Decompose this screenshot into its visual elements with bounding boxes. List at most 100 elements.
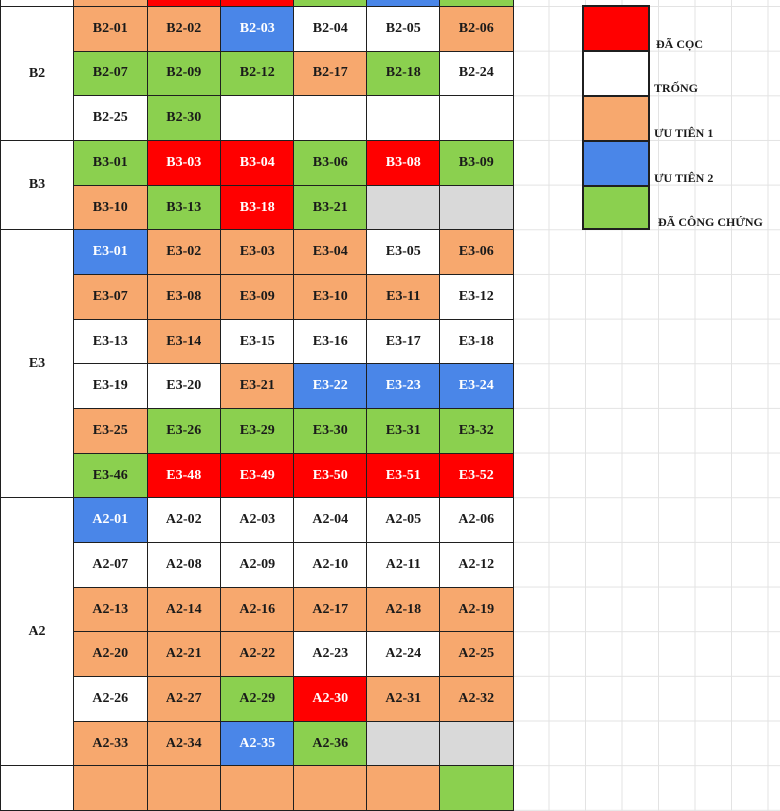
unit-cell-a2-36[interactable]: A2-36 (293, 720, 368, 767)
unit-cell-e3-49[interactable]: E3-49 (220, 452, 295, 499)
unit-cell-b3-10[interactable]: B3-10 (73, 184, 148, 231)
unit-cell-a2-27[interactable]: A2-27 (146, 676, 221, 722)
unit-cell[interactable] (366, 765, 441, 811)
unit-cell-a2-06[interactable]: A2-06 (439, 497, 514, 544)
unit-cell-e3-51[interactable]: E3-51 (366, 452, 441, 499)
unit-cell-b2-12[interactable]: B2-12 (220, 50, 295, 97)
unit-cell-a2-35[interactable]: A2-35 (220, 720, 295, 767)
unit-cell-e3-05[interactable]: E3-05 (366, 229, 441, 275)
unit-cell[interactable] (146, 765, 221, 811)
empty-cell[interactable] (439, 720, 514, 767)
unit-cell-a2-10[interactable]: A2-10 (293, 542, 368, 588)
unit-cell-a2-18[interactable]: A2-18 (366, 586, 441, 633)
unit-cell[interactable] (220, 765, 295, 811)
unit-cell-a2-05[interactable]: A2-05 (366, 497, 441, 544)
empty-cell[interactable] (366, 184, 441, 231)
unit-cell-e3-17[interactable]: E3-17 (366, 318, 441, 365)
unit-cell-b2-03[interactable]: B2-03 (220, 6, 295, 52)
unit-cell-b2-18[interactable]: B2-18 (366, 50, 441, 97)
unit-cell-b3-13[interactable]: B3-13 (146, 184, 221, 231)
unit-cell-a2-20[interactable]: A2-20 (73, 631, 148, 678)
unit-cell-e3-30[interactable]: E3-30 (293, 408, 368, 454)
unit-cell-a2-25[interactable]: A2-25 (439, 631, 514, 678)
unit-cell-b2-01[interactable]: B2-01 (73, 6, 148, 52)
unit-cell-a2-12[interactable]: A2-12 (439, 542, 514, 588)
unit-cell-e3-14[interactable]: E3-14 (146, 318, 221, 365)
unit-cell-a2-08[interactable]: A2-08 (146, 542, 221, 588)
unit-cell-b3-21[interactable]: B3-21 (293, 184, 368, 231)
unit-cell-b2-25[interactable]: B2-25 (73, 95, 148, 141)
unit-cell-a2-04[interactable]: A2-04 (293, 497, 368, 544)
unit-cell-a2-09[interactable]: A2-09 (220, 542, 295, 588)
unit-cell-e3-18[interactable]: E3-18 (439, 318, 514, 365)
unit-cell-e3-11[interactable]: E3-11 (366, 274, 441, 320)
unit-cell-e3-24[interactable]: E3-24 (439, 363, 514, 410)
unit-cell-e3-22[interactable]: E3-22 (293, 363, 368, 410)
unit-cell-b3-06[interactable]: B3-06 (293, 140, 368, 186)
unit-cell-e3-29[interactable]: E3-29 (220, 408, 295, 454)
unit-cell-e3-31[interactable]: E3-31 (366, 408, 441, 454)
unit-cell-e3-26[interactable]: E3-26 (146, 408, 221, 454)
unit-cell[interactable] (293, 765, 368, 811)
unit-cell-b2-07[interactable]: B2-07 (73, 50, 148, 97)
unit-cell-b3-04[interactable]: B3-04 (220, 140, 295, 186)
unit-cell-e3-19[interactable]: E3-19 (73, 363, 148, 410)
unit-cell-e3-10[interactable]: E3-10 (293, 274, 368, 320)
unit-cell-a2-14[interactable]: A2-14 (146, 586, 221, 633)
unit-cell-a2-16[interactable]: A2-16 (220, 586, 295, 633)
unit-cell-a2-07[interactable]: A2-07 (73, 542, 148, 588)
unit-cell[interactable] (439, 765, 514, 811)
empty-cell[interactable] (293, 95, 368, 141)
unit-cell-b3-01[interactable]: B3-01 (73, 140, 148, 186)
unit-cell-e3-25[interactable]: E3-25 (73, 408, 148, 454)
unit-cell-b2-02[interactable]: B2-02 (146, 6, 221, 52)
empty-cell[interactable] (220, 95, 295, 141)
unit-cell-a2-13[interactable]: A2-13 (73, 586, 148, 633)
empty-cell[interactable] (439, 184, 514, 231)
empty-cell[interactable] (439, 95, 514, 141)
unit-cell-e3-13[interactable]: E3-13 (73, 318, 148, 365)
unit-cell-e3-01[interactable]: E3-01 (73, 229, 148, 275)
unit-cell-a2-21[interactable]: A2-21 (146, 631, 221, 678)
unit-cell-a2-26[interactable]: A2-26 (73, 676, 148, 722)
unit-cell-a2-17[interactable]: A2-17 (293, 586, 368, 633)
unit-cell-e3-32[interactable]: E3-32 (439, 408, 514, 454)
unit-cell-a2-29[interactable]: A2-29 (220, 676, 295, 722)
unit-cell-e3-52[interactable]: E3-52 (439, 452, 514, 499)
unit-cell-b3-03[interactable]: B3-03 (146, 140, 221, 186)
unit-cell-e3-23[interactable]: E3-23 (366, 363, 441, 410)
unit-cell-e3-46[interactable]: E3-46 (73, 452, 148, 499)
unit-cell-e3-48[interactable]: E3-48 (146, 452, 221, 499)
unit-cell-b3-09[interactable]: B3-09 (439, 140, 514, 186)
unit-cell-a2-03[interactable]: A2-03 (220, 497, 295, 544)
unit-cell-e3-21[interactable]: E3-21 (220, 363, 295, 410)
empty-cell[interactable] (366, 720, 441, 767)
unit-cell-a2-31[interactable]: A2-31 (366, 676, 441, 722)
unit-cell-b2-30[interactable]: B2-30 (146, 95, 221, 141)
unit-cell-e3-03[interactable]: E3-03 (220, 229, 295, 275)
unit-cell-e3-06[interactable]: E3-06 (439, 229, 514, 275)
unit-cell-b3-18[interactable]: B3-18 (220, 184, 295, 231)
empty-cell[interactable] (366, 95, 441, 141)
unit-cell-b2-09[interactable]: B2-09 (146, 50, 221, 97)
unit-cell-a2-34[interactable]: A2-34 (146, 720, 221, 767)
unit-cell-a2-22[interactable]: A2-22 (220, 631, 295, 678)
unit-cell-a2-19[interactable]: A2-19 (439, 586, 514, 633)
unit-cell-b2-17[interactable]: B2-17 (293, 50, 368, 97)
unit-cell-b2-04[interactable]: B2-04 (293, 6, 368, 52)
unit-cell[interactable] (73, 765, 148, 811)
unit-cell-e3-04[interactable]: E3-04 (293, 229, 368, 275)
unit-cell-e3-20[interactable]: E3-20 (146, 363, 221, 410)
unit-cell-a2-33[interactable]: A2-33 (73, 720, 148, 767)
unit-cell-b2-24[interactable]: B2-24 (439, 50, 514, 97)
unit-cell-e3-09[interactable]: E3-09 (220, 274, 295, 320)
unit-cell-e3-50[interactable]: E3-50 (293, 452, 368, 499)
unit-cell-e3-02[interactable]: E3-02 (146, 229, 221, 275)
unit-cell-a2-02[interactable]: A2-02 (146, 497, 221, 544)
unit-cell-e3-16[interactable]: E3-16 (293, 318, 368, 365)
unit-cell-a2-30[interactable]: A2-30 (293, 676, 368, 722)
unit-cell-b3-08[interactable]: B3-08 (366, 140, 441, 186)
unit-cell-a2-01[interactable]: A2-01 (73, 497, 148, 544)
unit-cell-b2-05[interactable]: B2-05 (366, 6, 441, 52)
unit-cell-a2-32[interactable]: A2-32 (439, 676, 514, 722)
